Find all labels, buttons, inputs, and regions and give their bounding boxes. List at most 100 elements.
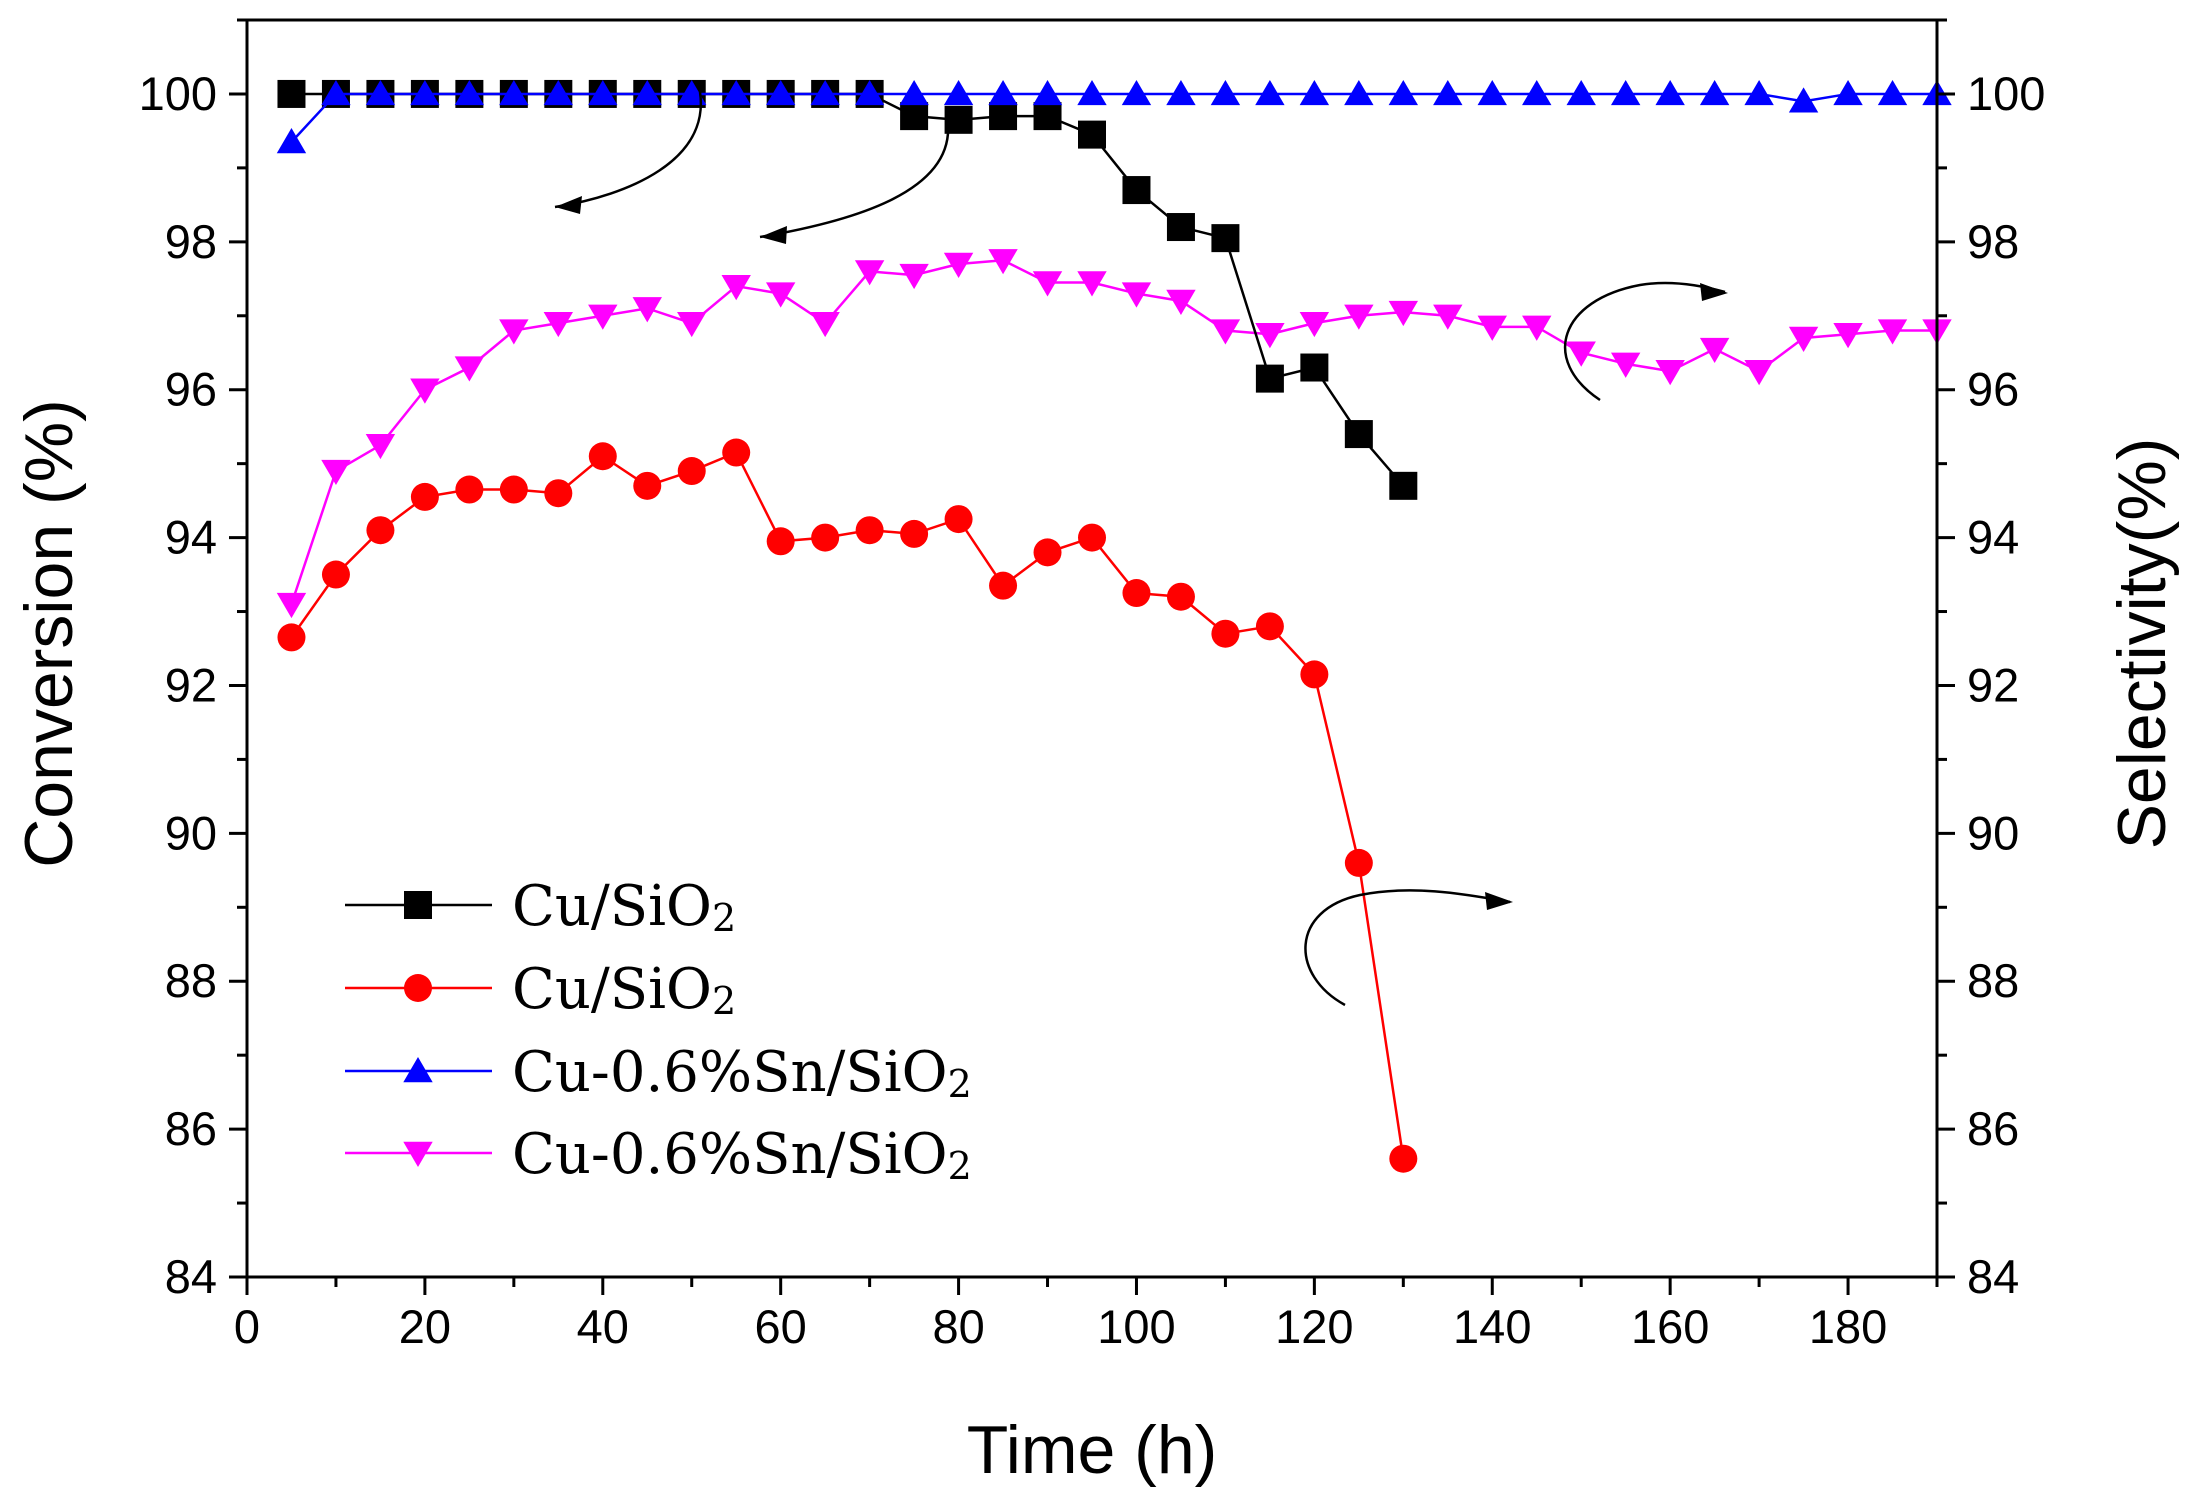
- legend-entry-4: Cu-0.6%Sn/SiO2: [345, 1122, 972, 1188]
- series-4-point: [1877, 319, 1908, 345]
- series-3-point: [276, 128, 307, 154]
- series-2-point: [944, 505, 973, 534]
- series-2-point: [455, 475, 484, 504]
- y-tick-label-left: 84: [165, 1250, 217, 1303]
- series-4-point: [1610, 352, 1641, 378]
- series-4-point: [1255, 323, 1285, 349]
- arrow-selectivity-2: [1304, 889, 1511, 1007]
- y-tick-label-right: 86: [1967, 1102, 2019, 1155]
- series-2-point: [989, 571, 1018, 600]
- series-4-point: [943, 252, 974, 279]
- x-tick-label: 0: [234, 1300, 260, 1353]
- series-2-point: [855, 516, 884, 545]
- legend-entry-1: Cu/SiO2: [345, 874, 736, 940]
- series-4-point: [721, 274, 751, 301]
- series-3-point: [1077, 79, 1107, 106]
- x-tick-label: 80: [932, 1300, 984, 1353]
- legend-swatch-marker: [403, 1141, 433, 1167]
- series-4-point: [1744, 360, 1774, 386]
- legend-swatch-marker: [404, 974, 432, 1002]
- series-1-point: [277, 79, 306, 108]
- y-tick-label-right: 92: [1967, 658, 2019, 711]
- series-4-point: [588, 304, 618, 330]
- series-3-point: [943, 79, 974, 106]
- legend-swatch-marker: [404, 891, 432, 919]
- series-3-point: [1566, 79, 1596, 106]
- series-4-point: [1210, 319, 1241, 345]
- series-4-point: [1522, 315, 1552, 341]
- series-4-point: [1077, 271, 1107, 297]
- series-4-point: [454, 356, 485, 382]
- series-3: [276, 79, 1952, 154]
- series-2-point: [722, 438, 751, 467]
- series-2-point: [1166, 582, 1195, 611]
- series-3-point: [810, 79, 840, 106]
- legend-entry-3: Cu-0.6%Sn/SiO2: [345, 1040, 972, 1106]
- legend-label: Cu-0.6%Sn/SiO2: [512, 1122, 972, 1188]
- series-3-point: [321, 79, 351, 106]
- series-2-point: [1078, 523, 1106, 552]
- series-3-point: [1788, 87, 1819, 113]
- series-4-point: [854, 260, 885, 286]
- series-4-point: [543, 311, 574, 338]
- series-2-point: [277, 623, 306, 652]
- series-4-point: [1121, 282, 1152, 308]
- x-tick-label: 100: [1097, 1300, 1175, 1353]
- series-2-point: [544, 479, 573, 508]
- x-axis-title: Time (h): [967, 1412, 1218, 1488]
- y-tick-label-left: 90: [165, 806, 217, 859]
- series-4-point: [1299, 311, 1330, 338]
- series-4-point: [765, 282, 796, 308]
- series-4: [276, 249, 1952, 619]
- series-3-point: [854, 79, 885, 106]
- y-tick-label-right: 84: [1967, 1250, 2019, 1303]
- series-4-point: [1566, 341, 1596, 367]
- series-2-point: [1389, 1144, 1418, 1173]
- series-3-point: [1877, 79, 1908, 106]
- legend: Cu/SiO2 Cu/SiO2 Cu-0.6%Sn/SiO2 Cu-0.6%Sn/Si…: [345, 874, 972, 1188]
- series-3-point: [454, 79, 485, 106]
- x-tick-label: 160: [1631, 1300, 1709, 1353]
- series-2-point: [499, 475, 528, 504]
- series-1-point: [1211, 224, 1240, 253]
- series-3-point: [677, 79, 707, 106]
- series-3-point: [1610, 79, 1641, 106]
- series-4-point: [677, 311, 707, 338]
- y-tick-label-left: 94: [165, 511, 217, 564]
- series-2-point: [633, 471, 662, 500]
- series-3-point: [1344, 79, 1374, 106]
- series-3-point: [1032, 79, 1063, 106]
- series-3-point: [721, 79, 751, 106]
- y-tick-label-right: 100: [1967, 67, 2045, 120]
- x-tick-label: 20: [399, 1300, 451, 1353]
- series-4-point: [365, 433, 396, 460]
- arrow-head-1: [555, 196, 582, 214]
- series-2-point: [410, 482, 439, 511]
- series-4-point: [899, 263, 929, 290]
- series-4-point: [1833, 323, 1863, 349]
- series-4-point: [1477, 315, 1507, 341]
- series-1-point: [1166, 213, 1195, 242]
- series-3-point: [1655, 79, 1685, 106]
- y-tick-label-right: 90: [1967, 806, 2019, 859]
- y-tick-label-left: 86: [165, 1102, 217, 1155]
- arrow-selectivity-1: [1563, 281, 1726, 402]
- x-tick-label: 40: [577, 1300, 629, 1353]
- series-4-point: [1166, 289, 1196, 315]
- series-1-point: [1300, 353, 1329, 382]
- series-3-point: [1522, 79, 1552, 106]
- series-3-point: [543, 79, 574, 106]
- legend-swatch-marker: [403, 1057, 433, 1083]
- x-tick-label: 180: [1809, 1300, 1887, 1353]
- series-3-point: [1388, 79, 1419, 106]
- plot-frame: [245, 18, 1939, 1279]
- series-3-point: [1477, 79, 1507, 106]
- series-4-point: [1388, 300, 1419, 327]
- series-2-point: [811, 523, 840, 552]
- series-2-point: [1122, 579, 1151, 608]
- series-4-point: [1699, 337, 1730, 364]
- series-2-point: [677, 457, 706, 486]
- series-4-point: [410, 378, 440, 404]
- series-4-point: [499, 319, 529, 345]
- legend-entry-2: Cu/SiO2: [345, 957, 736, 1023]
